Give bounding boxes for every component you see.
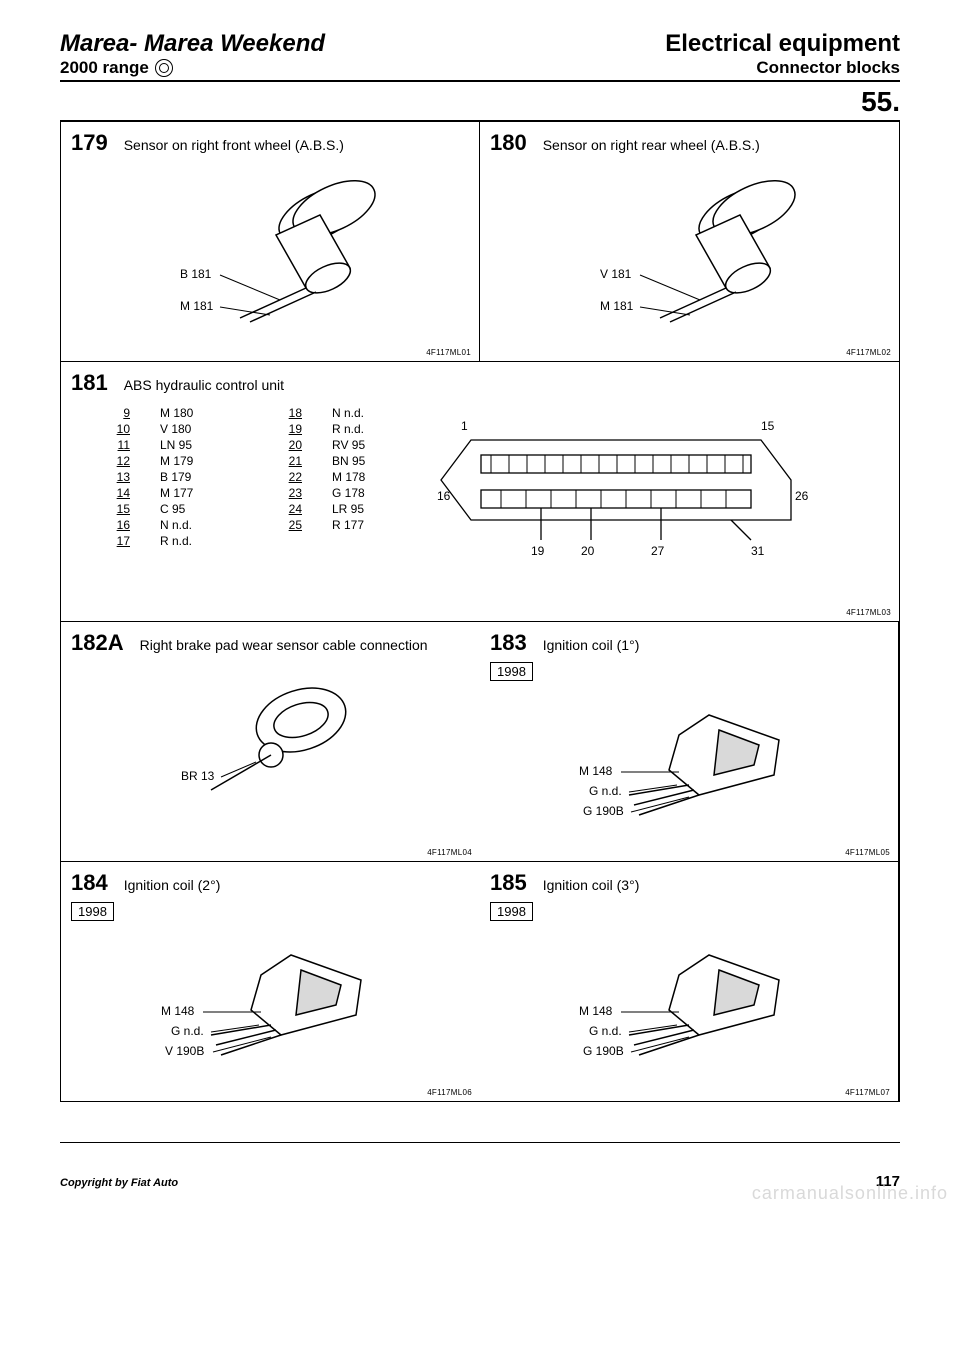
figure-code: 4F117ML01 [426,348,471,357]
footer-rule [60,1142,900,1143]
svg-text:V 190B: V 190B [165,1044,204,1058]
figure-code: 4F117ML02 [846,348,891,357]
block-title: Right brake pad wear sensor cable connec… [140,637,428,653]
watermark-text: carmanualsonline.info [752,1183,948,1204]
block-title: Sensor on right front wheel (A.B.S.) [124,137,344,153]
block-number: 179 [71,130,108,156]
svg-text:20: 20 [581,544,595,558]
block-185: 185 Ignition coil (3°) 1998 M 148 G n.d. [480,861,899,1101]
ring-connector-icon: BR 13 [141,660,401,810]
svg-text:27: 27 [651,544,665,558]
doc-title-left: Marea- Marea Weekend [60,30,325,58]
chapter-number: 55. [60,86,900,118]
svg-text:G n.d.: G n.d. [589,784,622,798]
connector-block-diagram: 1 15 16 26 19 20 27 31 [431,400,811,570]
pin-list: 9M 180 18N n.d. 10V 180 19R n.d. 11LN 95… [81,406,401,548]
svg-text:19: 19 [531,544,545,558]
block-title: Ignition coil (2°) [124,877,221,893]
svg-text:B 181: B 181 [180,267,212,281]
sensor-connector-icon: B 181 M 181 [120,160,420,330]
block-183: 183 Ignition coil (1°) 1998 M 148 G n.d. [480,621,899,861]
svg-text:M 148: M 148 [579,764,613,778]
block-181: 181 ABS hydraulic control unit 9M 180 18… [61,361,899,621]
doc-subtitle-left: 2000 range [60,58,149,78]
block-title: Ignition coil (1°) [543,637,640,653]
year-badge: 1998 [490,902,533,921]
block-182a: 182A Right brake pad wear sensor cable c… [61,621,480,861]
svg-text:M 148: M 148 [579,1004,613,1018]
header-rule [60,80,900,82]
svg-text:26: 26 [795,489,809,503]
svg-text:31: 31 [751,544,765,558]
doc-subtitle-right: Connector blocks [665,58,900,78]
coil-connector-icon: M 148 G n.d. G 190B [549,925,829,1065]
block-number: 185 [490,870,527,896]
year-badge: 1998 [490,662,533,681]
block-number: 180 [490,130,527,156]
coil-connector-icon: M 148 G n.d. G 190B [549,685,829,825]
svg-text:G 190B: G 190B [583,804,624,818]
svg-text:BR 13: BR 13 [181,769,215,783]
block-title: ABS hydraulic control unit [124,377,284,393]
figure-code: 4F117ML03 [846,608,891,617]
block-184: 184 Ignition coil (2°) 1998 M 148 G n.d. [61,861,480,1101]
svg-text:G 190B: G 190B [583,1044,624,1058]
year-badge: 1998 [71,902,114,921]
svg-text:M 181: M 181 [600,299,634,313]
coil-connector-icon: M 148 G n.d. V 190B [131,925,411,1065]
copyright-text: Copyright by Fiat Auto [60,1177,178,1189]
svg-text:G n.d.: G n.d. [589,1024,622,1038]
block-title: Sensor on right rear wheel (A.B.S.) [543,137,760,153]
figure-code: 4F117ML04 [427,848,472,857]
block-number: 184 [71,870,108,896]
block-number: 182A [71,630,124,656]
block-number: 183 [490,630,527,656]
figure-code: 4F117ML07 [845,1088,890,1097]
block-number: 181 [71,370,108,396]
figure-code: 4F117ML05 [845,848,890,857]
svg-text:1: 1 [461,419,468,433]
svg-text:G n.d.: G n.d. [171,1024,204,1038]
svg-text:15: 15 [761,419,775,433]
figure-code: 4F117ML06 [427,1088,472,1097]
svg-text:V 181: V 181 [600,267,632,281]
block-180: 180 Sensor on right rear wheel (A.B.S.) … [480,121,899,361]
sensor-connector-icon: V 181 M 181 [540,160,840,330]
block-title: Ignition coil (3°) [543,877,640,893]
doc-title-right: Electrical equipment [665,30,900,58]
wheel-icon [155,59,173,77]
svg-text:16: 16 [437,489,451,503]
svg-text:M 181: M 181 [180,299,214,313]
block-179: 179 Sensor on right front wheel (A.B.S.)… [61,121,480,361]
svg-text:M 148: M 148 [161,1004,195,1018]
